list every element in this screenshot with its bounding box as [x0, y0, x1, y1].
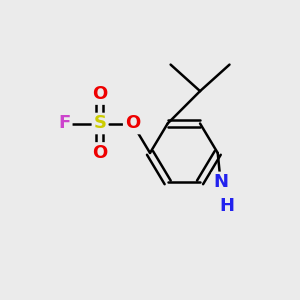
Text: O: O — [92, 85, 108, 103]
Text: N: N — [213, 173, 228, 191]
Text: O: O — [125, 115, 140, 133]
Text: H: H — [219, 197, 234, 215]
Text: S: S — [93, 115, 106, 133]
Text: F: F — [58, 115, 71, 133]
Text: O: O — [92, 144, 108, 162]
